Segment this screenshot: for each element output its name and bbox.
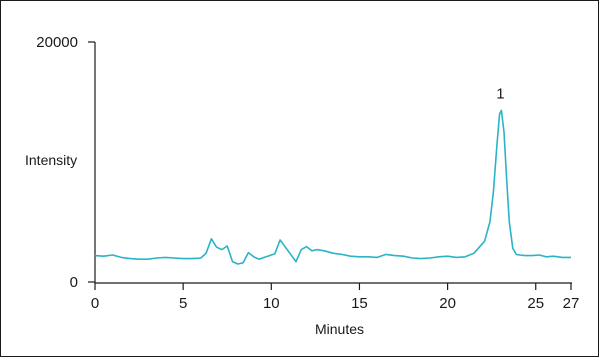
x-tick-label: 10 <box>263 295 280 312</box>
x-tick-label: 20 <box>439 295 456 312</box>
series-line <box>94 109 571 265</box>
x-axis-title: Minutes <box>315 321 364 337</box>
peak-label: 1 <box>496 85 504 102</box>
x-tick-label: 0 <box>91 295 99 312</box>
y-tick-label: 0 <box>70 274 78 291</box>
x-tick-label: 27 <box>563 295 580 312</box>
x-tick-label: 25 <box>527 295 544 312</box>
y-axis-title: Intensity <box>25 152 77 168</box>
x-tick-label: 5 <box>179 295 187 312</box>
x-tick-label: 15 <box>351 295 368 312</box>
y-tick-label: 20000 <box>36 34 78 51</box>
